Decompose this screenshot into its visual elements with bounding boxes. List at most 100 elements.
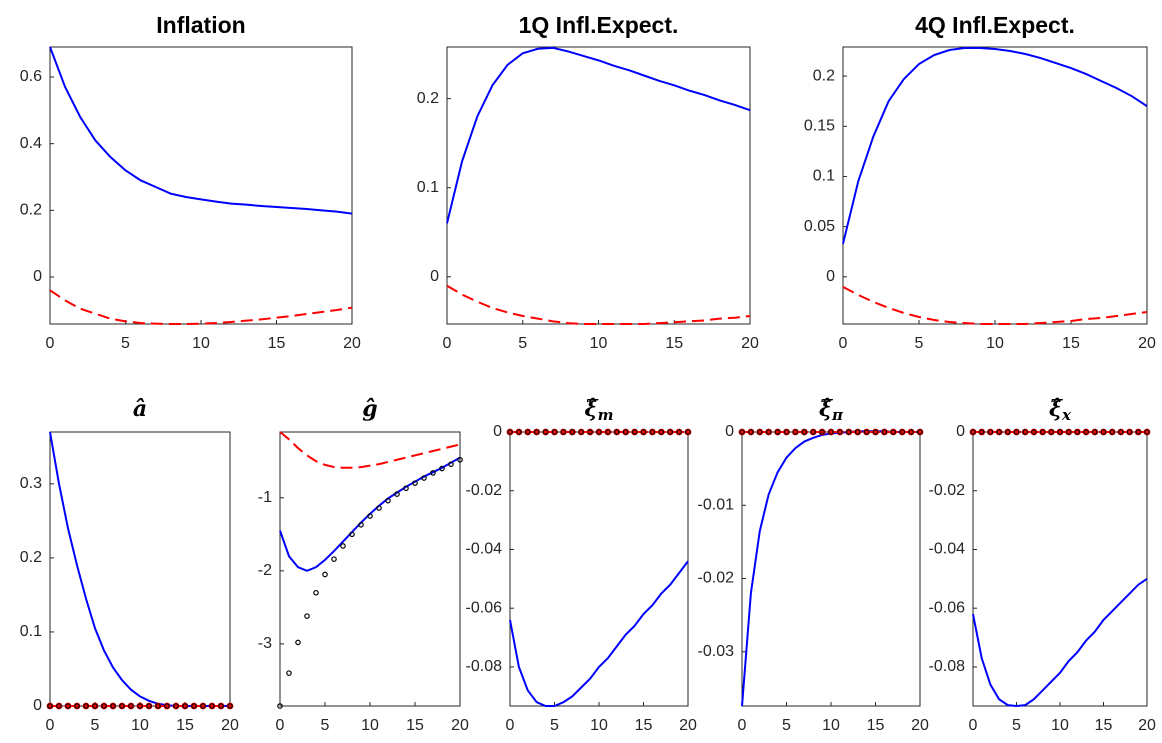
series-marker — [542, 429, 549, 435]
x-tick-label: 0 — [969, 717, 978, 734]
series-marker — [756, 429, 763, 435]
subplot-title: ξ̂π — [819, 396, 844, 424]
title-text: ξ̂ — [1049, 396, 1063, 422]
series-marker — [367, 513, 373, 519]
series-marker — [304, 613, 310, 619]
series-marker — [810, 429, 817, 435]
y-tick-label: -3 — [258, 635, 272, 652]
y-tick-label: 0 — [430, 268, 439, 285]
x-tick-label: 0 — [506, 717, 515, 734]
y-tick-label: -0.06 — [929, 599, 966, 616]
y-tick-label: 0.3 — [20, 475, 42, 492]
series-marker — [516, 429, 522, 435]
y-tick-label: 0 — [826, 268, 835, 285]
series-marker — [1118, 429, 1124, 435]
series-marker — [685, 429, 691, 435]
series-marker — [739, 429, 745, 435]
series-marker — [560, 429, 567, 435]
x-tick-label: 5 — [915, 335, 924, 352]
axes-box — [446, 46, 751, 325]
series-marker — [533, 429, 540, 435]
axes-box — [741, 431, 921, 707]
x-tick-label: 10 — [131, 717, 149, 734]
series-line — [842, 285, 1148, 325]
x-tick-label: 15 — [268, 335, 286, 352]
y-tick-label: 0 — [493, 423, 502, 440]
series-marker — [92, 703, 98, 709]
series-marker — [524, 429, 531, 435]
series-marker — [65, 703, 71, 709]
x-tick-label: 0 — [276, 717, 285, 734]
x-tick-label: 15 — [406, 717, 424, 734]
series-marker — [439, 465, 445, 472]
series-marker — [376, 505, 382, 511]
subplot-title: ξ̂m — [585, 396, 614, 424]
series-line — [509, 560, 689, 707]
series-marker — [200, 703, 206, 709]
series-marker — [1083, 429, 1089, 435]
subplot-title: Inflation — [156, 12, 245, 38]
x-tick-label: 0 — [839, 335, 848, 352]
series-marker — [854, 429, 861, 435]
series-marker — [917, 429, 923, 435]
x-tick-label: 5 — [1012, 717, 1021, 734]
series-marker — [1135, 429, 1142, 435]
series-marker — [631, 429, 638, 435]
y-tick-label: -0.06 — [466, 599, 503, 616]
x-tick-label: 20 — [1138, 335, 1156, 352]
subplot: Inflation 0 5 10 15 20 0 0.2 0.4 0.6 — [20, 12, 361, 352]
x-tick-label: 0 — [46, 335, 55, 352]
axes-box — [49, 431, 231, 707]
series-marker — [191, 703, 197, 709]
series-marker — [331, 556, 337, 562]
y-tick-label: 0.6 — [20, 68, 42, 85]
x-tick-label: 10 — [1051, 717, 1069, 734]
series-marker — [128, 703, 134, 709]
y-tick-label: -0.02 — [929, 482, 966, 499]
title-subscript: π — [831, 406, 844, 424]
series-marker — [421, 475, 427, 481]
series-marker — [640, 429, 647, 435]
x-tick-label: 10 — [192, 335, 210, 352]
series-marker — [872, 429, 879, 435]
x-tick-label: 5 — [121, 335, 130, 352]
x-tick-label: 15 — [867, 717, 885, 734]
series-marker — [209, 703, 215, 709]
series-marker — [801, 429, 808, 435]
y-tick-label: 0.2 — [417, 90, 439, 107]
x-tick-label: 5 — [91, 717, 100, 734]
series-marker — [164, 703, 170, 709]
series-marker — [845, 429, 852, 435]
x-tick-label: 15 — [176, 717, 194, 734]
title-text: ξ̂ — [819, 396, 833, 422]
x-tick-label: 0 — [443, 335, 452, 352]
subplot-title: ξ̂x — [1049, 396, 1072, 424]
x-tick-label: 20 — [343, 335, 361, 352]
series-marker — [1100, 429, 1107, 435]
x-tick-label: 20 — [741, 335, 759, 352]
x-tick-label: 20 — [911, 717, 929, 734]
series-marker — [1048, 429, 1055, 435]
series-marker — [83, 703, 89, 709]
title-subscript: m — [598, 406, 614, 424]
y-tick-label: 0.4 — [20, 135, 42, 152]
series-marker — [667, 429, 674, 435]
series-marker — [908, 429, 914, 435]
series-marker — [569, 429, 576, 435]
series-marker — [765, 429, 772, 435]
x-tick-label: 5 — [321, 717, 330, 734]
x-tick-label: 20 — [451, 717, 469, 734]
series-marker — [227, 703, 233, 709]
series-marker — [748, 429, 754, 435]
series-marker — [322, 571, 328, 578]
series-marker — [457, 456, 463, 463]
y-tick-label: 0.05 — [804, 218, 835, 235]
title-text: ξ̂ — [585, 396, 599, 422]
series-marker — [1109, 429, 1116, 435]
series-marker — [658, 429, 665, 435]
y-tick-label: -0.08 — [929, 658, 966, 675]
title-text: Inflation — [156, 12, 245, 38]
series-marker — [605, 429, 611, 435]
series-marker — [430, 470, 436, 476]
y-tick-label: 0.1 — [813, 168, 835, 185]
